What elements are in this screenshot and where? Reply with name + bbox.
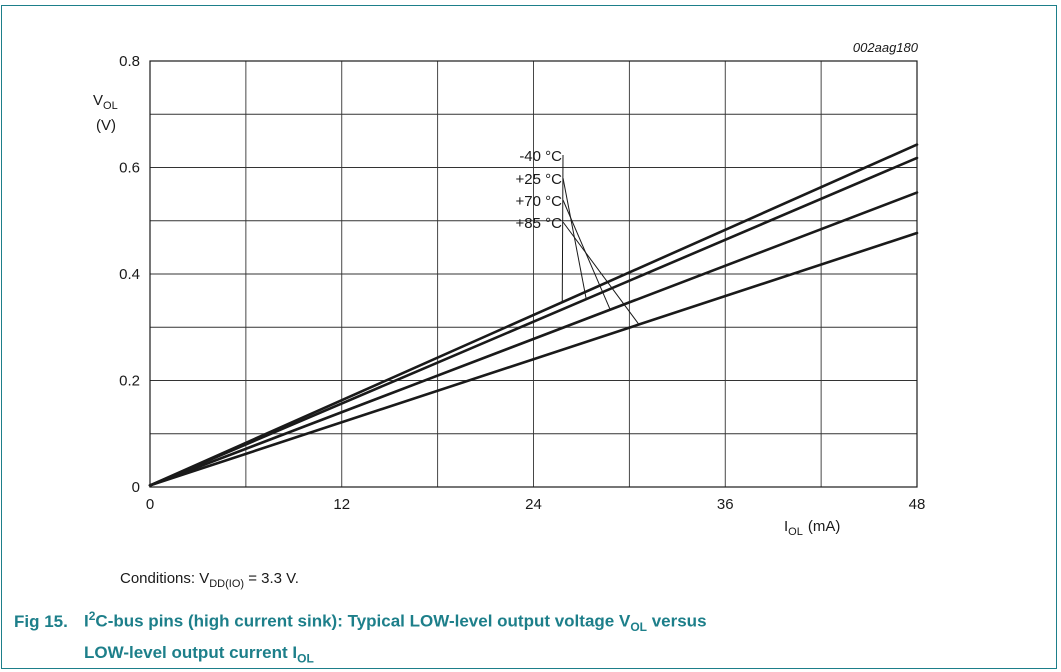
x-tick-label: 0 [146, 496, 154, 513]
caption-text-3: versus [646, 611, 707, 631]
figure-id: 002aag180 [853, 40, 919, 55]
figure-frame [1, 5, 1057, 669]
caption-text-1: I [84, 611, 89, 631]
x-axis-label-sub: OL [788, 526, 803, 538]
legend-labels: -40 °C +25 °C +70 °C +85 °C [516, 148, 563, 232]
caption-sub-2: OL [297, 651, 314, 666]
caption-sub-1: OL [630, 620, 647, 635]
y-tick-label: 0.8 [119, 53, 140, 70]
x-tick-label: 12 [333, 496, 350, 513]
x-axis-label-main: I [784, 518, 788, 535]
x-axis-label: IOL (mA) [784, 518, 840, 538]
y-tick-label: 0.4 [119, 266, 140, 283]
x-tick-label: 36 [717, 496, 734, 513]
caption-text-2: C-bus pins (high current sink): Typical … [95, 611, 631, 631]
conditions-note: Conditions: VDD(IO) = 3.3 V. [120, 570, 299, 590]
legend-leaders [561, 154, 640, 325]
x-tick-label: 24 [525, 496, 542, 513]
series-line [148, 156, 919, 487]
legend-label: +25 °C [516, 171, 563, 188]
grid [150, 61, 917, 487]
caption-line-1: Fig 15. I2C-bus pins (high current sink):… [14, 604, 1044, 640]
y-tick-label: 0.6 [119, 160, 140, 177]
legend-label: -40 °C [519, 148, 562, 165]
y-axis-label: VOL [93, 92, 118, 112]
series-line [148, 191, 919, 487]
tick-labels: 0 12 24 36 48 0 0.2 0.4 0.6 0.8 [119, 53, 925, 513]
conditions-subscript: DD(IO) [209, 578, 245, 590]
y-tick-label: 0.2 [119, 373, 140, 390]
series-lines [148, 143, 919, 487]
plot-area [149, 60, 918, 488]
conditions-suffix: = 3.3 V. [244, 570, 299, 587]
y-axis-label-main: V [93, 92, 103, 109]
x-axis-label-unit: (mA) [808, 518, 841, 535]
legend-label: +85 °C [516, 215, 563, 232]
figure-caption: Fig 15. I2C-bus pins (high current sink):… [14, 604, 1044, 671]
y-axis-label-sub: OL [103, 100, 118, 112]
series-line [148, 231, 919, 487]
series-line [148, 143, 919, 487]
leader-line [562, 199, 611, 310]
caption-sup: 2 [88, 609, 96, 623]
y-axis-unit: (V) [96, 117, 116, 134]
x-tick-label: 48 [909, 496, 926, 513]
caption-line-2: LOW-level output current IOL [14, 640, 1044, 671]
leader-line [561, 154, 564, 303]
figure-number: Fig 15. [14, 611, 68, 631]
y-tick-label: 0 [132, 479, 140, 496]
leader-line [562, 221, 640, 325]
leader-line [562, 177, 587, 300]
conditions-prefix: Conditions: V [120, 570, 210, 587]
legend-label: +70 °C [516, 193, 563, 210]
caption-text-4: LOW-level output current I [84, 643, 298, 663]
